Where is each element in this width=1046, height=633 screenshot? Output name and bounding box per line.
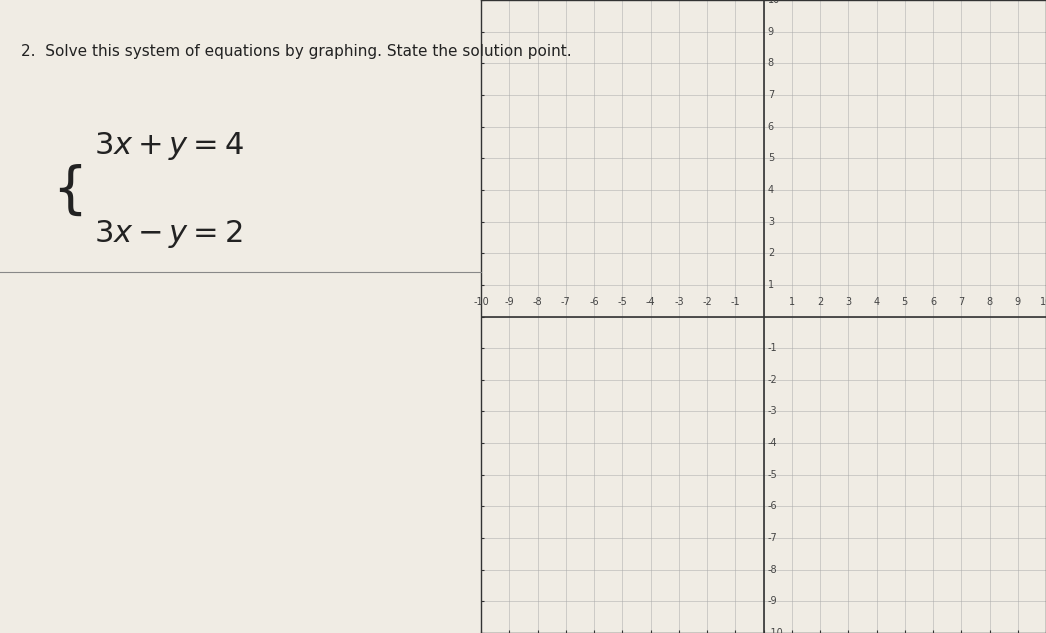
Text: 7: 7 <box>958 297 964 307</box>
Text: -9: -9 <box>504 297 515 307</box>
Text: 7: 7 <box>768 90 774 100</box>
Text: 2.  Solve this system of equations by graphing. State the solution point.: 2. Solve this system of equations by gra… <box>21 44 571 60</box>
Text: -8: -8 <box>768 565 777 575</box>
Text: -4: -4 <box>645 297 656 307</box>
Text: -10: -10 <box>473 297 490 307</box>
Text: 5: 5 <box>768 153 774 163</box>
Text: -6: -6 <box>589 297 599 307</box>
Text: -1: -1 <box>730 297 741 307</box>
Text: -7: -7 <box>768 533 777 543</box>
Text: -5: -5 <box>617 297 628 307</box>
Text: 3: 3 <box>845 297 851 307</box>
Text: 1: 1 <box>768 280 774 290</box>
Text: -1: -1 <box>768 343 777 353</box>
Text: -3: -3 <box>674 297 684 307</box>
Text: 6: 6 <box>930 297 936 307</box>
Text: -8: -8 <box>532 297 543 307</box>
Text: 1: 1 <box>789 297 795 307</box>
Text: -2: -2 <box>768 375 777 385</box>
Text: 6: 6 <box>768 122 774 132</box>
Text: -9: -9 <box>768 596 777 606</box>
Text: -10: -10 <box>768 628 783 633</box>
Text: -6: -6 <box>768 501 777 511</box>
Text: 10: 10 <box>768 0 780 5</box>
Text: $3x + y = 4$: $3x + y = 4$ <box>94 130 244 161</box>
Text: 2: 2 <box>817 297 823 307</box>
Text: 10: 10 <box>1040 297 1046 307</box>
Text: 3: 3 <box>768 216 774 227</box>
Text: 2: 2 <box>768 248 774 258</box>
Text: -2: -2 <box>702 297 712 307</box>
Text: 4: 4 <box>768 185 774 195</box>
Text: $\{$: $\{$ <box>52 162 83 218</box>
Text: 8: 8 <box>986 297 993 307</box>
Text: 9: 9 <box>768 27 774 37</box>
Text: -3: -3 <box>768 406 777 417</box>
Text: 9: 9 <box>1015 297 1021 307</box>
Text: $3x - y = 2$: $3x - y = 2$ <box>94 218 243 250</box>
Text: -7: -7 <box>561 297 571 307</box>
Text: 4: 4 <box>873 297 880 307</box>
Text: 8: 8 <box>768 58 774 68</box>
Text: -5: -5 <box>768 470 777 480</box>
Text: -4: -4 <box>768 438 777 448</box>
Text: 5: 5 <box>902 297 908 307</box>
